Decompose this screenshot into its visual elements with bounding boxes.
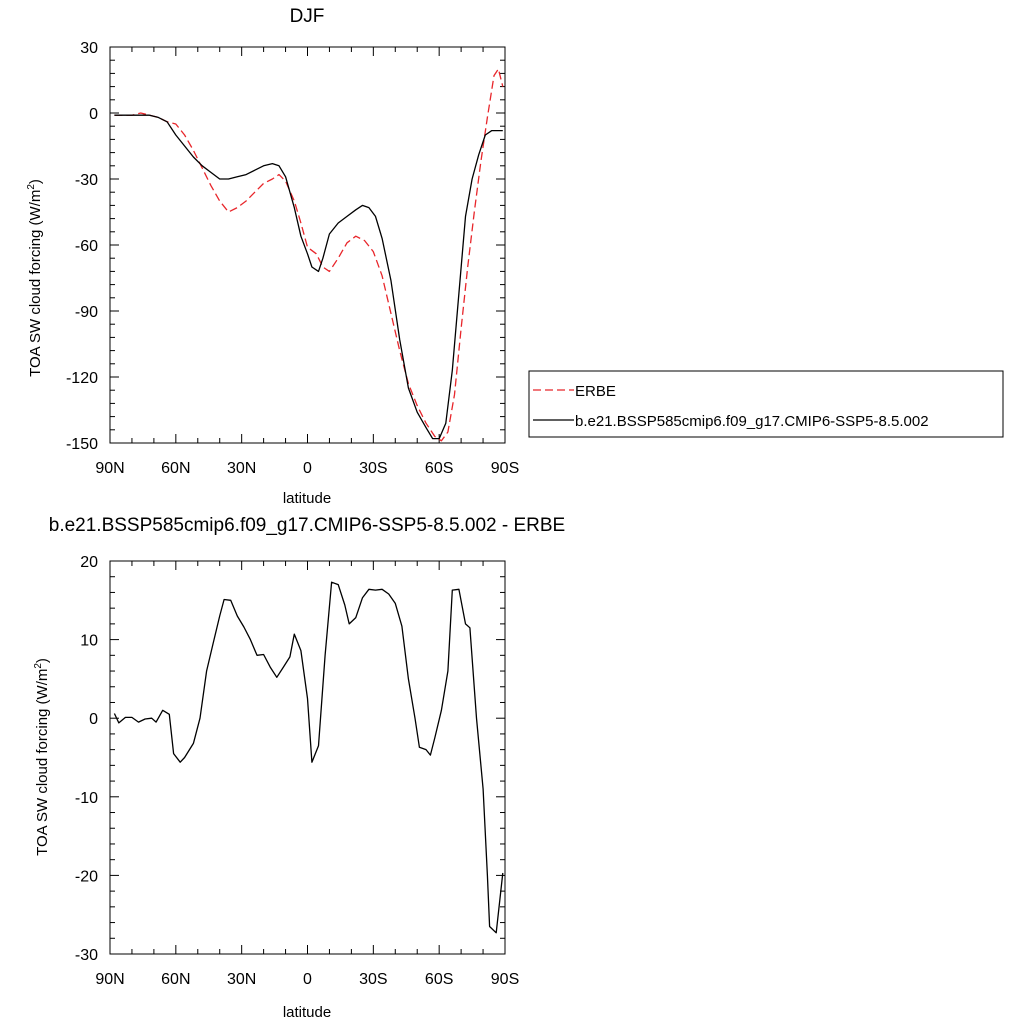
bottom-y-tick-label: -20 bbox=[75, 868, 98, 885]
bottom-x-tick-label: 60N bbox=[161, 971, 190, 988]
top-x-tick-label: 90N bbox=[95, 460, 124, 477]
top-series-line-1 bbox=[114, 114, 503, 440]
bottom-y-axis-label: TOA SW cloud forcing (W/m2) bbox=[33, 658, 51, 856]
top-x-tick-label: 30N bbox=[227, 460, 256, 477]
bottom-y-tick-label: 10 bbox=[80, 633, 98, 650]
bottom-chart-title: b.e21.BSSP585cmip6.f09_g17.CMIP6-SSP5-8.… bbox=[49, 515, 565, 536]
bottom-y-tick-label: 0 bbox=[89, 711, 98, 728]
top-x-tick-labels: 90N 60N 30N 0 30S 60S 90S bbox=[95, 460, 519, 477]
bottom-x-tick-label: 0 bbox=[303, 971, 312, 988]
bottom-x-tick-label: 30N bbox=[227, 971, 256, 988]
top-x-tick-label: 60S bbox=[425, 460, 453, 477]
top-x-tick-label: 0 bbox=[303, 460, 312, 477]
top-y-tick-label: -150 bbox=[66, 436, 98, 453]
top-y-tick-label: -30 bbox=[75, 172, 98, 189]
bottom-x-tick-label: 90S bbox=[491, 971, 519, 988]
top-y-tick-label: 30 bbox=[80, 40, 98, 57]
top-y-tick-label: -60 bbox=[75, 238, 98, 255]
top-x-tick-label: 60N bbox=[161, 460, 190, 477]
bottom-y-tick-label: 20 bbox=[80, 554, 98, 571]
legend-label-model: b.e21.BSSP585cmip6.f09_g17.CMIP6-SSP5-8.… bbox=[575, 413, 929, 430]
top-y-tick-label: -90 bbox=[75, 304, 98, 321]
bottom-plot-area bbox=[109, 560, 506, 955]
bottom-x-tick-label: 30S bbox=[359, 971, 387, 988]
bottom-y-tick-labels: 20 10 0 -10 -20 -30 bbox=[75, 554, 98, 964]
top-series-line-0 bbox=[114, 68, 504, 442]
top-x-axis-label: latitude bbox=[283, 490, 331, 507]
top-y-axis-label: TOA SW cloud forcing (W/m2) bbox=[26, 179, 44, 377]
legend-box bbox=[528, 370, 1004, 438]
panel-bottom-chart: b.e21.BSSP585cmip6.f09_g17.CMIP6-SSP5-8.… bbox=[33, 515, 565, 1021]
top-x-tick-label: 30S bbox=[359, 460, 387, 477]
bottom-y-tick-label: -10 bbox=[75, 790, 98, 807]
top-y-tick-labels: 30 0 -30 -60 -90 -120 -150 bbox=[66, 40, 98, 453]
panel-top-chart: DJF 90N 60N 30N 0 30S 60S 90S 30 0 -30 -60 -90 -120… bbox=[26, 6, 1004, 507]
bottom-x-tick-labels: 90N 60N 30N 0 30S 60S 90S bbox=[95, 971, 519, 988]
legend: ERBE b.e21.BSSP585cmip6.f09_g17.CMIP6-SS… bbox=[528, 370, 1004, 438]
legend-label-erbe: ERBE bbox=[575, 383, 616, 400]
bottom-series-line-0 bbox=[113, 581, 504, 934]
top-plot-area bbox=[109, 46, 506, 444]
top-y-tick-label: -120 bbox=[66, 370, 98, 387]
bottom-x-axis-label: latitude bbox=[283, 1004, 331, 1021]
bottom-x-tick-label: 90N bbox=[95, 971, 124, 988]
bottom-plot-frame bbox=[109, 560, 506, 955]
top-y-tick-label: 0 bbox=[89, 106, 98, 123]
bottom-x-tick-label: 60S bbox=[425, 971, 453, 988]
top-chart-title: DJF bbox=[290, 6, 325, 27]
bottom-y-tick-label: -30 bbox=[75, 947, 98, 964]
top-x-tick-label: 90S bbox=[491, 460, 519, 477]
